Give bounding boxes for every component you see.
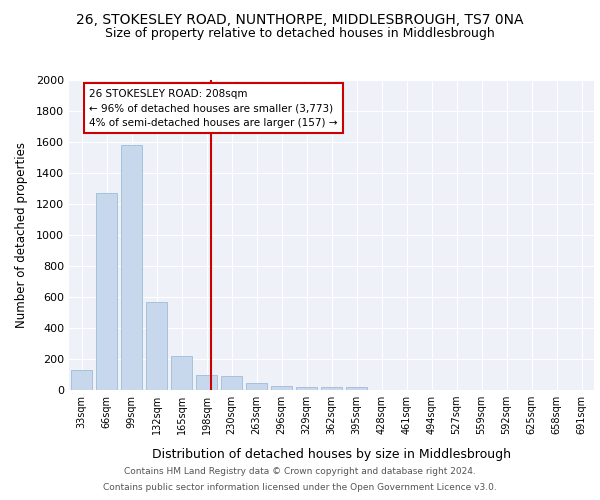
- Bar: [196, 374, 217, 390]
- Bar: [271, 386, 292, 390]
- Bar: [71, 370, 92, 390]
- Bar: [96, 193, 117, 390]
- Bar: [246, 383, 267, 390]
- X-axis label: Distribution of detached houses by size in Middlesbrough: Distribution of detached houses by size …: [152, 448, 511, 461]
- Bar: [321, 387, 342, 390]
- Bar: [221, 376, 242, 390]
- Bar: [146, 302, 167, 390]
- Bar: [121, 145, 142, 390]
- Bar: [296, 387, 317, 390]
- Text: Size of property relative to detached houses in Middlesbrough: Size of property relative to detached ho…: [105, 28, 495, 40]
- Text: Contains public sector information licensed under the Open Government Licence v3: Contains public sector information licen…: [103, 484, 497, 492]
- Text: Contains HM Land Registry data © Crown copyright and database right 2024.: Contains HM Land Registry data © Crown c…: [124, 467, 476, 476]
- Bar: [346, 387, 367, 390]
- Text: 26 STOKESLEY ROAD: 208sqm
← 96% of detached houses are smaller (3,773)
4% of sem: 26 STOKESLEY ROAD: 208sqm ← 96% of detac…: [89, 88, 337, 128]
- Y-axis label: Number of detached properties: Number of detached properties: [14, 142, 28, 328]
- Text: 26, STOKESLEY ROAD, NUNTHORPE, MIDDLESBROUGH, TS7 0NA: 26, STOKESLEY ROAD, NUNTHORPE, MIDDLESBR…: [76, 12, 524, 26]
- Bar: [171, 356, 192, 390]
